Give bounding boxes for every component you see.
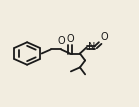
- Text: O: O: [66, 34, 74, 44]
- Text: N: N: [88, 42, 95, 52]
- Text: O: O: [101, 32, 109, 42]
- Text: O: O: [57, 36, 65, 46]
